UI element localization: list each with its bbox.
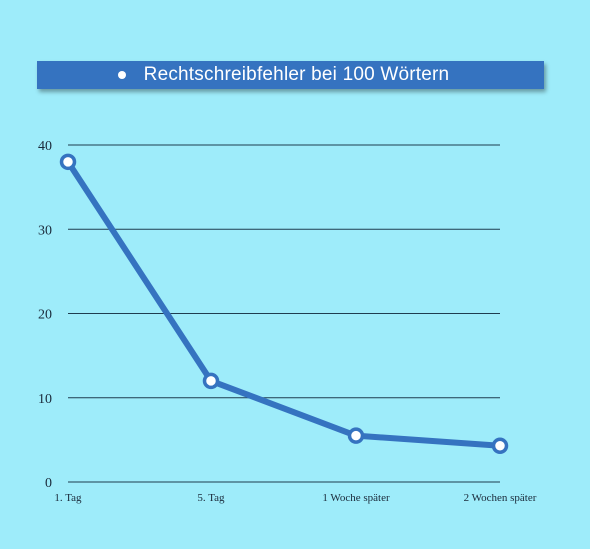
data-point [202, 372, 220, 390]
series-line [65, 158, 503, 449]
x-tick-label: 2 Wochen später [464, 492, 537, 504]
legend-label: Rechtschreibfehler bei 100 Wörtern [143, 64, 450, 85]
grid-lines [68, 144, 500, 483]
y-tick-label: 10 [38, 392, 52, 407]
y-tick-label: 40 [38, 139, 52, 154]
data-point [59, 153, 77, 171]
x-tick-label: 1. Tag [54, 492, 82, 504]
x-tick-label: 1 Woche später [322, 492, 390, 504]
x-tick-label: 5. Tag [197, 492, 225, 504]
y-axis-ticks: 0 10 20 30 40 [38, 139, 52, 491]
data-point [347, 427, 365, 444]
y-tick-label: 0 [45, 476, 52, 491]
y-tick-label: 20 [38, 308, 52, 323]
x-axis-ticks: 1. Tag 5. Tag 1 Woche später 2 Wochen späte… [54, 492, 536, 504]
legend-marker-icon [117, 71, 126, 79]
series-group [59, 153, 509, 455]
data-point [491, 437, 509, 455]
legend: Rechtschreibfehler bei 100 Wörtern [37, 61, 544, 89]
y-tick-label: 30 [38, 223, 52, 238]
